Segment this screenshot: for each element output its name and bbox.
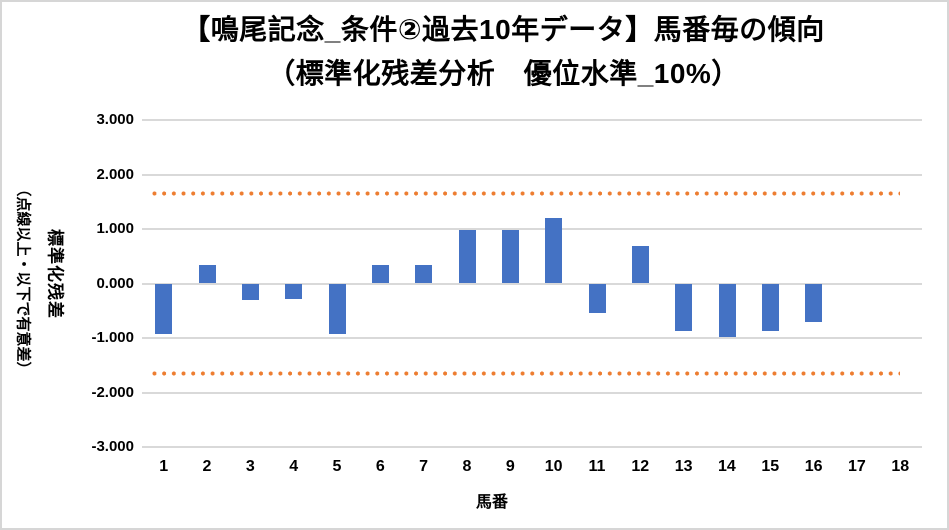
y-tick-label: -3.000 xyxy=(91,438,134,455)
y-tick-label: 0.000 xyxy=(96,274,134,292)
x-tick-label: 9 xyxy=(505,458,515,475)
bar-12 xyxy=(631,245,649,284)
bar-8 xyxy=(458,230,476,284)
x-tick-label: 17 xyxy=(848,458,866,475)
bar-6 xyxy=(371,264,389,284)
bar-13 xyxy=(675,283,693,331)
x-tick-label: 14 xyxy=(718,458,736,475)
bar-11 xyxy=(588,283,606,314)
x-tick-label: 8 xyxy=(462,458,472,475)
x-tick-label: 15 xyxy=(761,458,780,475)
bar-7 xyxy=(415,264,433,284)
plot-area xyxy=(142,119,922,448)
x-tick-label: 6 xyxy=(375,458,385,475)
y-tick-label: 1.000 xyxy=(96,220,134,237)
y-tick-label: -1.000 xyxy=(91,329,134,346)
bar-14 xyxy=(718,283,736,337)
lower-significance-line xyxy=(152,370,900,376)
y-tick-label: -2.000 xyxy=(91,383,134,401)
bar-2 xyxy=(198,264,216,284)
bar-4 xyxy=(285,283,303,299)
chart-title-line1: 【鳴尾記念_条件②過去10年データ】馬番毎の傾向 xyxy=(182,14,825,45)
x-tick-label: 4 xyxy=(289,458,299,475)
gridline xyxy=(142,337,922,339)
y-tick-label: 2.000 xyxy=(96,165,134,183)
x-tick-label: 5 xyxy=(332,458,342,475)
gridline xyxy=(142,391,922,394)
x-axis-title: 馬番 xyxy=(475,494,508,511)
x-tick-label: 16 xyxy=(804,458,823,475)
chart-title: 【鳴尾記念_条件②過去10年データ】馬番毎の傾向 （標準化残差分析 優位水準_1… xyxy=(2,8,947,96)
bar-16 xyxy=(805,283,823,322)
gridline xyxy=(142,282,922,285)
y-tick-label: 3.000 xyxy=(96,111,134,128)
bar-9 xyxy=(501,230,519,284)
y-axis-note-label: （点線以上・以下で有意差） xyxy=(14,181,32,377)
x-axis-tick-labels: 1 2 3 4 5 6 7 8 9 10 11 12 13 14 15 16 17 18 xyxy=(142,458,922,476)
x-tick-label: 11 xyxy=(588,458,606,475)
bar-5 xyxy=(328,283,346,335)
gridline xyxy=(142,446,922,448)
chart-title-line2: （標準化残差分析 優位水準_10%） xyxy=(267,58,740,89)
bar-3 xyxy=(241,283,259,300)
gridline xyxy=(142,119,922,121)
x-tick-label: 2 xyxy=(202,458,212,475)
x-tick-label: 18 xyxy=(891,458,910,475)
bar-1 xyxy=(155,283,173,335)
x-tick-label: 10 xyxy=(544,458,563,475)
upper-significance-line xyxy=(152,191,900,197)
x-tick-label: 3 xyxy=(245,458,255,475)
x-tick-label: 13 xyxy=(674,458,693,475)
gridline xyxy=(142,173,922,176)
bar-15 xyxy=(761,283,779,331)
gridline xyxy=(142,228,922,230)
bar-10 xyxy=(545,217,563,284)
x-tick-label: 12 xyxy=(631,458,650,475)
x-tick-label: 7 xyxy=(419,458,429,475)
x-tick-label: 1 xyxy=(159,458,169,475)
